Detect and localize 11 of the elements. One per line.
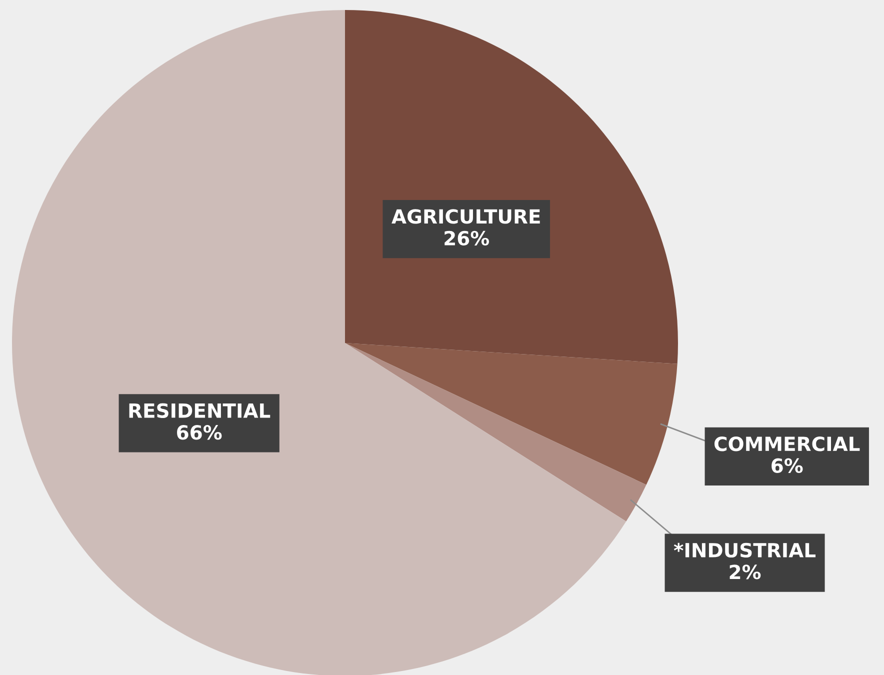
pie-slice bbox=[345, 343, 678, 485]
data-label: 2% bbox=[730, 564, 761, 580]
pie-slice bbox=[345, 343, 646, 522]
slice-label: RESIDENTIAL bbox=[129, 403, 270, 418]
data-label: 6% bbox=[772, 458, 803, 473]
data-label: 66% bbox=[177, 425, 222, 440]
data-label: 26% bbox=[444, 230, 490, 246]
pie-slice bbox=[12, 10, 626, 675]
slice-label: AGRICULTURE bbox=[392, 209, 540, 224]
slice-label: *INDUSTRIAL bbox=[674, 542, 816, 558]
slice-label: COMMERCIAL bbox=[714, 436, 860, 452]
